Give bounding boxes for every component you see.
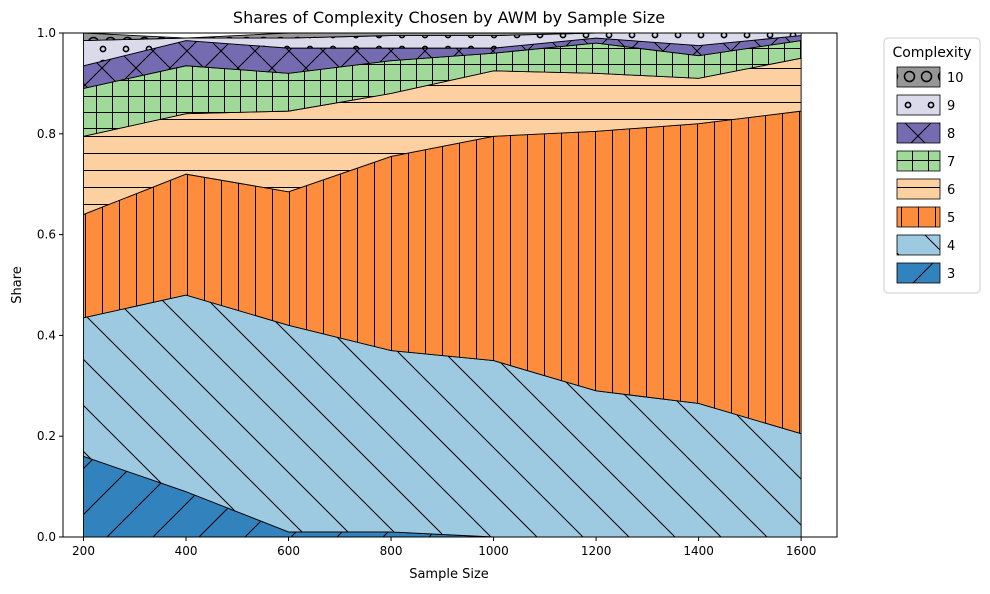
y-axis-label: Share (10, 266, 25, 304)
legend-swatch-9 (896, 94, 941, 116)
legend-swatch-7 (896, 150, 941, 172)
y-axis: 0.0 0.2 0.4 0.6 0.8 1.0 (37, 26, 63, 544)
x-tick-label: 1600 (786, 544, 817, 558)
legend-label-6: 6 (947, 183, 955, 198)
legend-swatch-3 (896, 262, 941, 284)
x-tick-label: 200 (72, 544, 95, 558)
x-tick-label: 800 (380, 544, 403, 558)
y-tick-label: 1.0 (37, 26, 56, 40)
x-tick-label: 1400 (683, 544, 714, 558)
legend-title: Complexity (892, 45, 971, 61)
legend-swatch-8 (896, 122, 941, 144)
legend-label-9: 9 (947, 99, 955, 114)
y-tick-label: 0.0 (37, 530, 56, 544)
legend-label-10: 10 (947, 71, 964, 86)
chart-title: Shares of Complexity Chosen by AWM by Sa… (233, 8, 665, 27)
x-tick-label: 1200 (581, 544, 612, 558)
legend-label-4: 4 (947, 239, 955, 254)
plot-frame (62, 32, 838, 538)
x-axis: 200 400 600 800 1000 1200 1400 1600 (72, 537, 816, 558)
x-tick-label: 1000 (478, 544, 509, 558)
x-axis-label: Sample Size (409, 567, 489, 582)
legend-label-7: 7 (947, 155, 955, 170)
y-tick-label: 0.4 (37, 328, 56, 342)
legend-label-5: 5 (947, 211, 955, 226)
y-tick-label: 0.2 (37, 429, 56, 443)
legend-swatch-10 (896, 66, 941, 88)
plot-areas (83, 32, 802, 538)
x-tick-label: 400 (175, 544, 198, 558)
y-tick-label: 0.8 (37, 127, 56, 141)
y-tick-label: 0.6 (37, 228, 56, 242)
legend-swatch-4 (896, 234, 941, 256)
legend-label-8: 8 (947, 127, 955, 142)
legend: Complexity 10 9 8 7 6 5 4 3 (883, 37, 981, 294)
legend-label-3: 3 (947, 267, 955, 282)
x-tick-label: 600 (277, 544, 300, 558)
legend-swatch-5 (896, 206, 941, 228)
legend-swatch-6 (896, 178, 941, 200)
